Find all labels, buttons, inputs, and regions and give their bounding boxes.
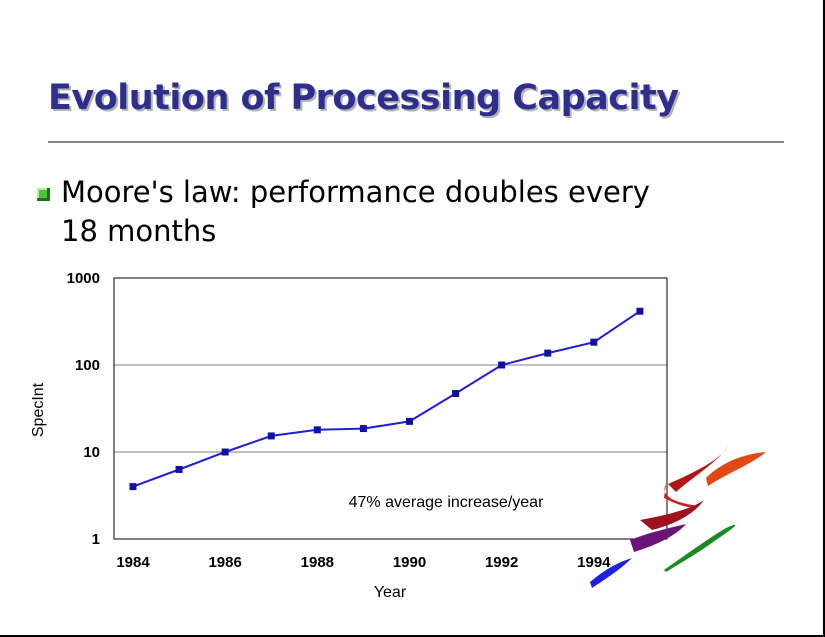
- x-axis-label: Year: [374, 584, 407, 601]
- purple-swirl: [630, 524, 686, 552]
- grid: [114, 364, 667, 453]
- square-bullet-icon: [37, 188, 50, 201]
- red-swirl-curve: [664, 484, 700, 508]
- x-tick-label: 1988: [301, 554, 334, 571]
- y-tick-labels: 1 10 100 1000: [67, 270, 100, 548]
- x-tick-label: 1994: [577, 554, 611, 571]
- data-point: [267, 432, 275, 440]
- green-swirl: [664, 524, 736, 572]
- x-tick-label: 1990: [393, 554, 426, 571]
- y-tick-label: 100: [75, 357, 100, 374]
- plot-area: [113, 277, 668, 540]
- data-point: [129, 483, 137, 491]
- y-tick-label: 1: [92, 531, 100, 548]
- data-point: [636, 307, 644, 315]
- series-line: [132, 310, 641, 488]
- data-point: [498, 361, 506, 369]
- title-divider: [48, 141, 784, 143]
- x-tick-labels: 1984 1986 1988 1990 1992 1994: [116, 554, 611, 571]
- data-point: [175, 465, 183, 473]
- data-point: [406, 417, 413, 425]
- slide-title: Evolution of Processing Capacity: [48, 78, 679, 118]
- data-points: [129, 307, 644, 491]
- data-point: [359, 425, 367, 433]
- data-point: [452, 390, 460, 398]
- series-polyline: [132, 310, 641, 488]
- data-point: [221, 448, 229, 456]
- red-swirl-top: [668, 446, 728, 492]
- data-point: [590, 338, 598, 346]
- data-point: [544, 349, 552, 357]
- x-tick-label: 1984: [116, 554, 150, 571]
- x-tick-label: 1986: [208, 554, 241, 571]
- x-tick-label: 1992: [485, 554, 518, 571]
- y-axis-label: SpecInt: [30, 382, 47, 437]
- y-tick-label: 1000: [67, 270, 100, 287]
- bullet-text: Moore's law: performance doubles every 1…: [61, 175, 650, 248]
- chart-annotation: 47% average increase/year: [349, 494, 544, 511]
- blue-swirl: [590, 558, 632, 588]
- y-tick-label: 10: [83, 444, 100, 461]
- data-point: [313, 426, 321, 434]
- red-swirl-lower: [640, 500, 704, 530]
- orange-swirl: [706, 452, 766, 486]
